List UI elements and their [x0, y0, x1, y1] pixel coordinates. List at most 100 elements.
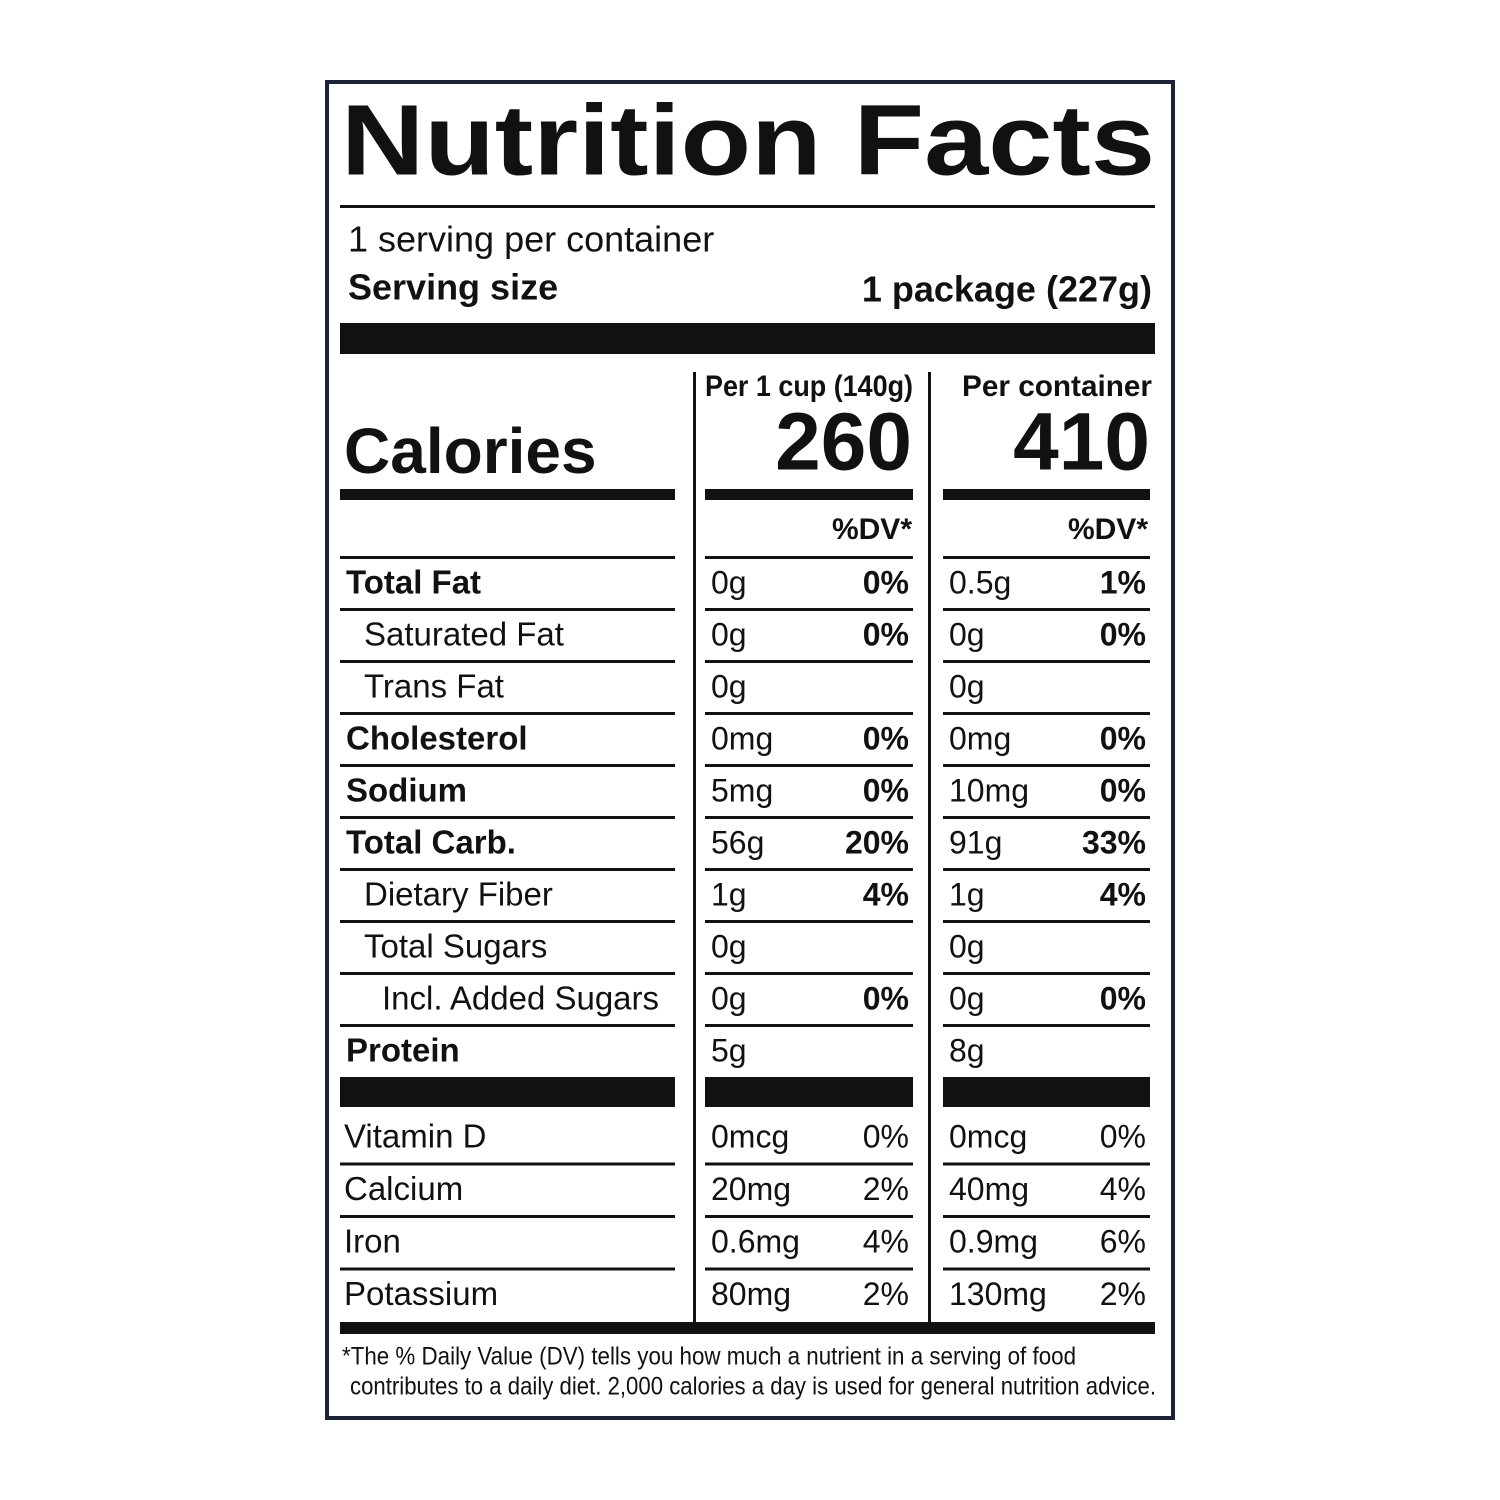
- row-rule: [943, 868, 1150, 871]
- thick-bar: [705, 489, 913, 500]
- column-header: Per 1 cup (140g): [705, 370, 913, 403]
- row-rule: [340, 660, 675, 663]
- daily-value: 1%: [1100, 564, 1146, 600]
- row-rule: [705, 660, 913, 663]
- amount: 40mg: [949, 1171, 1029, 1207]
- nutrient-label: Total Sugars: [364, 928, 547, 965]
- amount: 0g: [711, 564, 747, 600]
- nutrient-label: Potassium: [344, 1275, 498, 1312]
- daily-value: 4%: [1100, 876, 1146, 912]
- row-rule: [340, 1215, 675, 1218]
- thick-bar: [340, 1322, 1155, 1334]
- nutrient-label: Incl. Added Sugars: [382, 980, 659, 1017]
- row-rule: [943, 712, 1150, 715]
- daily-value: 0%: [1100, 720, 1146, 756]
- nutrient-label: Calcium: [344, 1170, 463, 1207]
- row-rule: [705, 972, 913, 975]
- row-rule: [943, 556, 1150, 559]
- row-rule: [943, 1024, 1150, 1027]
- amount: 91g: [949, 824, 1002, 860]
- dv-header: %DV*: [832, 513, 912, 546]
- daily-value: 2%: [1100, 1276, 1146, 1312]
- row-rule: [340, 608, 675, 611]
- calories-value: 410: [1013, 397, 1150, 488]
- row-rule: [340, 764, 675, 767]
- daily-value: 0%: [863, 720, 909, 756]
- row-rule: [943, 1267, 1150, 1271]
- footnote: *The % Daily Value (DV) tells you how mu…: [342, 1343, 1076, 1371]
- nutrient-label: Protein: [346, 1032, 460, 1069]
- row-rule: [340, 920, 675, 923]
- amount: 5mg: [711, 772, 773, 808]
- daily-value: 0%: [1100, 980, 1146, 1016]
- row-rule: [943, 816, 1150, 819]
- row-rule: [705, 764, 913, 767]
- nutrient-label: Dietary Fiber: [364, 876, 553, 913]
- nutrient-label: Total Carb.: [346, 824, 516, 861]
- amount: 80mg: [711, 1276, 791, 1312]
- row-rule: [943, 972, 1150, 975]
- row-rule: [705, 556, 913, 559]
- row-rule: [705, 608, 913, 611]
- daily-value: 0%: [1100, 1118, 1146, 1154]
- daily-value: 0%: [863, 564, 909, 600]
- amount: 56g: [711, 824, 764, 860]
- row-rule: [705, 1024, 913, 1027]
- thick-bar: [705, 1077, 913, 1107]
- column-divider: [928, 372, 931, 1322]
- amount: 0mcg: [711, 1118, 789, 1154]
- daily-value: 0%: [863, 616, 909, 652]
- footnote: contributes to a daily diet. 2,000 calor…: [350, 1373, 1156, 1401]
- nutrient-label: Sodium: [346, 772, 467, 809]
- amount: 0g: [711, 928, 747, 964]
- row-rule: [705, 1215, 913, 1218]
- amount: 0.5g: [949, 564, 1011, 600]
- daily-value: 4%: [1100, 1171, 1146, 1207]
- servings: 1 serving per container: [348, 219, 714, 260]
- daily-value: 33%: [1082, 824, 1146, 860]
- amount: 0g: [949, 668, 985, 704]
- thick-bar: [340, 323, 1155, 354]
- daily-value: 4%: [863, 1223, 909, 1259]
- row-rule: [943, 1162, 1150, 1166]
- amount: 1g: [949, 876, 985, 912]
- column-header: Per container: [962, 370, 1152, 403]
- daily-value: 0%: [863, 1118, 909, 1154]
- serving-size-label: Serving size: [348, 267, 558, 308]
- amount: 20mg: [711, 1171, 791, 1207]
- row-rule: [705, 1267, 913, 1271]
- row-rule: [943, 660, 1150, 663]
- amount: 0g: [949, 980, 985, 1016]
- nutrient-label: Vitamin D: [344, 1118, 486, 1155]
- row-rule: [943, 608, 1150, 611]
- row-rule: [705, 816, 913, 819]
- row-rule: [340, 816, 675, 819]
- amount: 0.9mg: [949, 1223, 1038, 1259]
- thick-bar: [340, 489, 675, 500]
- nutrient-label: Saturated Fat: [364, 616, 564, 653]
- amount: 0.6mg: [711, 1223, 800, 1259]
- title: Nutrition Facts: [341, 84, 1155, 196]
- row-rule: [340, 868, 675, 871]
- row-rule: [943, 920, 1150, 923]
- calories-label: Calories: [344, 415, 597, 487]
- row-rule: [340, 1024, 675, 1027]
- row-rule: [340, 1267, 675, 1271]
- daily-value: 20%: [845, 824, 909, 860]
- row-rule: [340, 556, 675, 559]
- label-border: [325, 80, 1175, 1420]
- calories-value: 260: [775, 397, 912, 488]
- row-rule: [705, 920, 913, 923]
- amount: 130mg: [949, 1276, 1047, 1312]
- serving-size-value: 1 package (227g): [862, 269, 1152, 310]
- dv-header: %DV*: [1068, 513, 1148, 546]
- amount: 0g: [711, 668, 747, 704]
- amount: 8g: [949, 1032, 985, 1068]
- daily-value: 2%: [863, 1276, 909, 1312]
- row-rule: [340, 712, 675, 715]
- amount: 0g: [949, 616, 985, 652]
- daily-value: 0%: [1100, 772, 1146, 808]
- row-rule: [943, 1215, 1150, 1218]
- amount: 0g: [949, 928, 985, 964]
- row-rule: [340, 972, 675, 975]
